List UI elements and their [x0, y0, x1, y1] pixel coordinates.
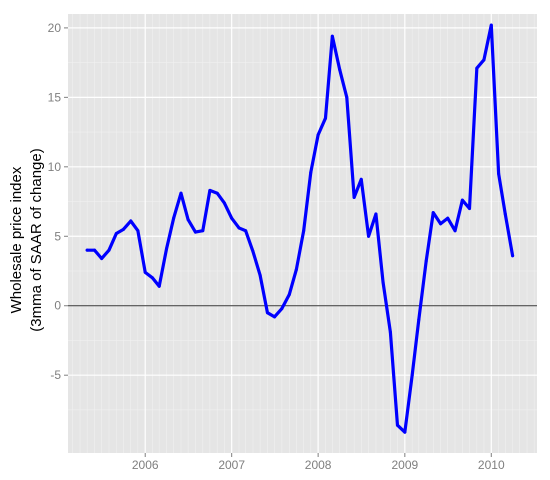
- data-point: [410, 373, 414, 377]
- y-tick-label: 20: [48, 21, 62, 35]
- y-tick-label: 0: [54, 299, 61, 313]
- x-tick-label: 2009: [391, 458, 418, 472]
- data-point: [497, 172, 501, 176]
- data-point: [475, 66, 479, 70]
- data-point: [395, 423, 399, 427]
- data-point: [431, 211, 435, 215]
- data-point: [460, 198, 464, 202]
- data-point: [258, 273, 262, 277]
- data-point: [338, 68, 342, 72]
- data-point: [446, 216, 450, 220]
- data-point: [424, 259, 428, 263]
- y-axis-title-sub: (3mma of SAAR of change): [28, 148, 45, 331]
- data-point: [151, 276, 155, 280]
- data-point: [302, 229, 306, 233]
- data-point: [323, 116, 327, 120]
- x-tick-label: 2007: [218, 458, 245, 472]
- data-point: [381, 280, 385, 284]
- data-point: [489, 23, 493, 27]
- y-axis: -5 0 5 10 15 20: [48, 21, 68, 382]
- data-point: [453, 229, 457, 233]
- y-tick-label: -5: [50, 368, 61, 382]
- data-point: [294, 268, 298, 272]
- data-point: [114, 232, 118, 235]
- data-point: [136, 229, 140, 233]
- data-point: [193, 230, 197, 234]
- data-point: [121, 227, 125, 231]
- data-point: [208, 188, 212, 192]
- data-point: [186, 218, 190, 222]
- data-point: [503, 212, 507, 216]
- data-point: [265, 311, 269, 315]
- data-point: [85, 248, 89, 252]
- y-axis-title-line-2: (3mma of SAAR of change): [28, 148, 45, 331]
- data-point: [511, 254, 515, 258]
- data-point: [143, 270, 147, 274]
- data-point: [107, 248, 111, 252]
- data-point: [100, 257, 104, 261]
- data-point: [215, 191, 219, 195]
- data-point: [230, 216, 234, 220]
- data-point: [482, 58, 486, 62]
- data-point: [330, 34, 334, 38]
- data-point: [244, 229, 248, 233]
- data-point: [222, 201, 226, 205]
- data-point: [280, 307, 284, 311]
- data-point: [157, 284, 161, 288]
- data-point: [359, 177, 363, 181]
- data-point: [237, 226, 241, 230]
- data-point: [374, 212, 378, 216]
- data-point: [93, 248, 97, 252]
- x-axis: 2006 2007 2008 2009 2010: [132, 453, 505, 472]
- x-tick-label: 2010: [478, 458, 505, 472]
- x-tick-label: 2008: [305, 458, 332, 472]
- y-tick-label: 15: [48, 90, 62, 104]
- data-point: [467, 206, 471, 210]
- data-point: [287, 293, 291, 297]
- data-point: [251, 250, 255, 254]
- x-tick-label: 2006: [132, 458, 159, 472]
- data-point: [417, 318, 421, 322]
- data-point: [388, 330, 392, 334]
- data-point: [345, 95, 349, 99]
- data-point: [179, 191, 183, 195]
- data-point: [309, 170, 313, 174]
- data-point: [403, 430, 407, 434]
- data-point: [316, 133, 320, 137]
- y-axis-title: Wholesale price index: [8, 166, 25, 313]
- data-point: [439, 222, 443, 226]
- data-point: [352, 195, 356, 199]
- data-point: [367, 234, 371, 238]
- y-tick-label: 5: [54, 229, 61, 243]
- data-point: [165, 247, 169, 251]
- series-points: [85, 23, 515, 434]
- data-point: [129, 219, 133, 223]
- y-tick-label: 10: [48, 160, 62, 174]
- data-point: [201, 229, 205, 233]
- y-axis-title-line-1: Wholesale price index: [8, 166, 25, 313]
- data-point: [172, 216, 176, 220]
- data-point: [273, 315, 277, 319]
- series-line: [85, 23, 515, 434]
